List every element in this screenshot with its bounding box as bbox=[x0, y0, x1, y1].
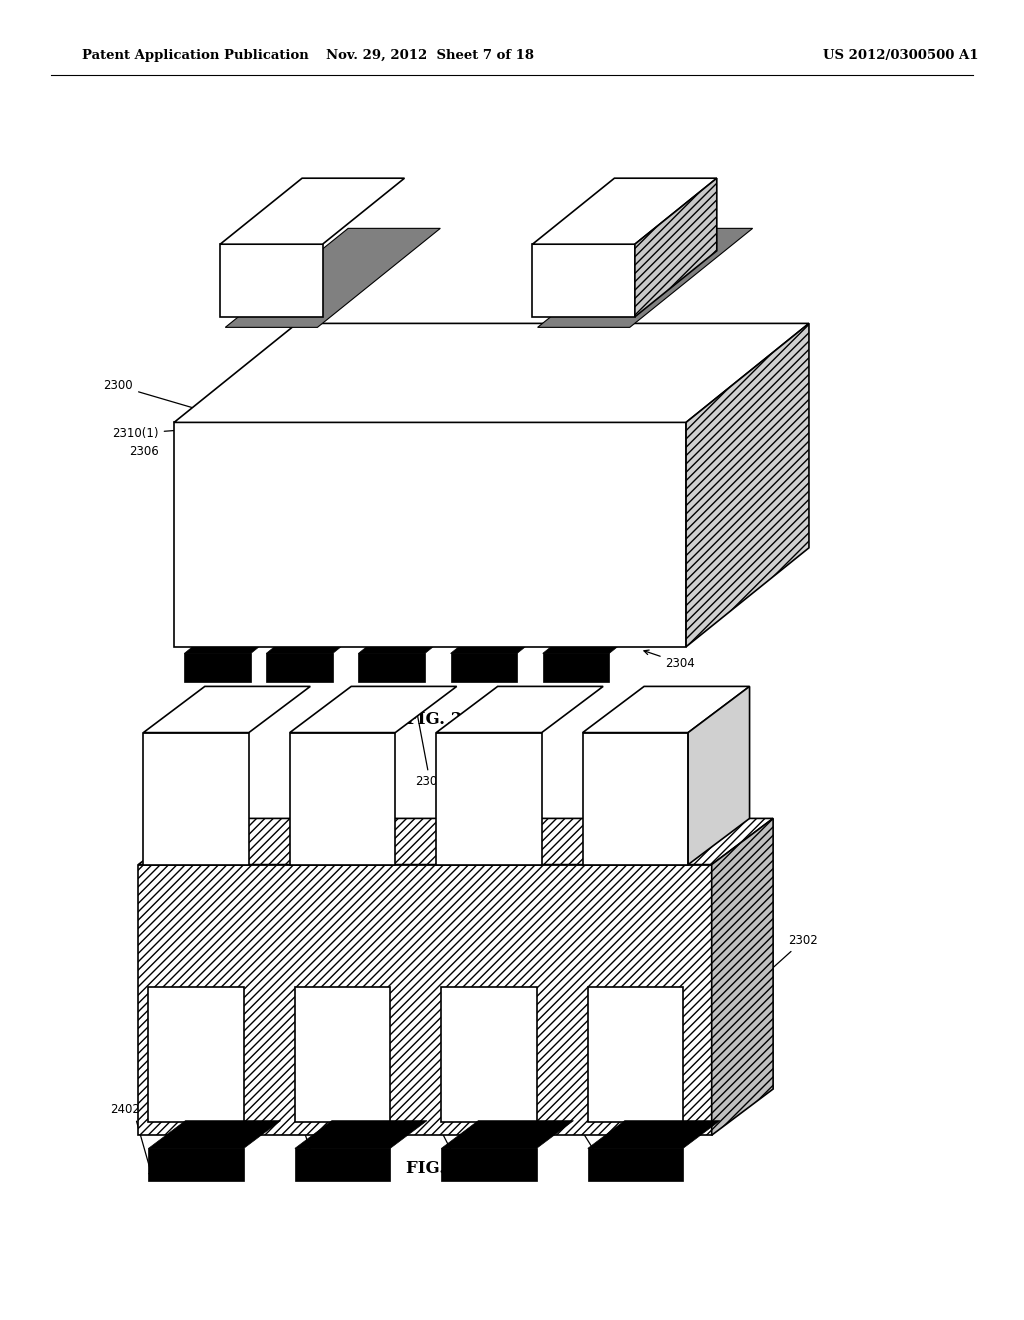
Text: FIG. 23: FIG. 23 bbox=[407, 711, 474, 727]
Polygon shape bbox=[436, 733, 542, 865]
Text: 2404(1): 2404(1) bbox=[156, 723, 203, 775]
Polygon shape bbox=[532, 244, 635, 317]
Text: 2402(3): 2402(3) bbox=[407, 1102, 465, 1177]
Text: 2402(1): 2402(1) bbox=[110, 1102, 157, 1177]
Text: 2302: 2302 bbox=[766, 933, 818, 974]
Polygon shape bbox=[358, 620, 466, 653]
Text: 2308: 2308 bbox=[416, 366, 444, 408]
Polygon shape bbox=[436, 686, 603, 733]
Polygon shape bbox=[686, 323, 809, 647]
Polygon shape bbox=[138, 865, 712, 1135]
Polygon shape bbox=[712, 818, 773, 1135]
Polygon shape bbox=[635, 178, 717, 317]
Polygon shape bbox=[441, 1121, 573, 1148]
Polygon shape bbox=[583, 686, 750, 733]
Polygon shape bbox=[138, 818, 773, 865]
Polygon shape bbox=[143, 686, 310, 733]
Text: 2402(4): 2402(4) bbox=[545, 1102, 611, 1177]
Text: 2404(3): 2404(3) bbox=[450, 722, 520, 781]
Polygon shape bbox=[295, 987, 390, 1122]
Polygon shape bbox=[543, 653, 609, 682]
Polygon shape bbox=[220, 244, 323, 317]
Polygon shape bbox=[451, 653, 517, 682]
Polygon shape bbox=[174, 323, 809, 422]
Polygon shape bbox=[148, 1148, 244, 1181]
Polygon shape bbox=[225, 228, 440, 327]
Text: 2404(4): 2404(4) bbox=[601, 722, 664, 775]
Polygon shape bbox=[220, 178, 404, 244]
Polygon shape bbox=[451, 620, 558, 653]
Polygon shape bbox=[588, 1121, 720, 1148]
Polygon shape bbox=[441, 987, 537, 1122]
Polygon shape bbox=[290, 686, 457, 733]
Text: Nov. 29, 2012  Sheet 7 of 18: Nov. 29, 2012 Sheet 7 of 18 bbox=[326, 49, 535, 62]
Polygon shape bbox=[583, 733, 688, 865]
Text: 2308: 2308 bbox=[415, 710, 444, 788]
Polygon shape bbox=[174, 422, 686, 647]
Text: FIG. 24: FIG. 24 bbox=[407, 1160, 474, 1176]
Polygon shape bbox=[441, 1148, 537, 1181]
Polygon shape bbox=[143, 733, 249, 865]
Text: 2302: 2302 bbox=[695, 458, 762, 487]
Text: 2310(2): 2310(2) bbox=[552, 392, 635, 430]
Text: 2300: 2300 bbox=[103, 379, 216, 416]
Polygon shape bbox=[688, 686, 750, 865]
Polygon shape bbox=[588, 987, 683, 1122]
Polygon shape bbox=[543, 620, 650, 653]
Polygon shape bbox=[295, 1121, 427, 1148]
Polygon shape bbox=[148, 987, 244, 1122]
Polygon shape bbox=[266, 620, 374, 653]
Text: 2306: 2306 bbox=[129, 445, 159, 458]
Text: 2404(2): 2404(2) bbox=[299, 723, 346, 781]
Polygon shape bbox=[148, 1121, 281, 1148]
Polygon shape bbox=[358, 653, 425, 682]
Text: 2312(2): 2312(2) bbox=[497, 462, 544, 475]
Polygon shape bbox=[532, 178, 717, 244]
Polygon shape bbox=[290, 733, 395, 865]
Text: 2310(1): 2310(1) bbox=[113, 425, 226, 440]
Text: 2402(2): 2402(2) bbox=[273, 1102, 321, 1177]
Polygon shape bbox=[295, 1148, 390, 1181]
Polygon shape bbox=[266, 653, 333, 682]
Text: 2312(1): 2312(1) bbox=[271, 458, 318, 471]
Text: 2304: 2304 bbox=[644, 649, 695, 669]
Text: Patent Application Publication: Patent Application Publication bbox=[82, 49, 308, 62]
Polygon shape bbox=[184, 620, 292, 653]
Polygon shape bbox=[588, 1148, 683, 1181]
Text: US 2012/0300500 A1: US 2012/0300500 A1 bbox=[823, 49, 979, 62]
Polygon shape bbox=[538, 228, 753, 327]
Polygon shape bbox=[184, 653, 251, 682]
